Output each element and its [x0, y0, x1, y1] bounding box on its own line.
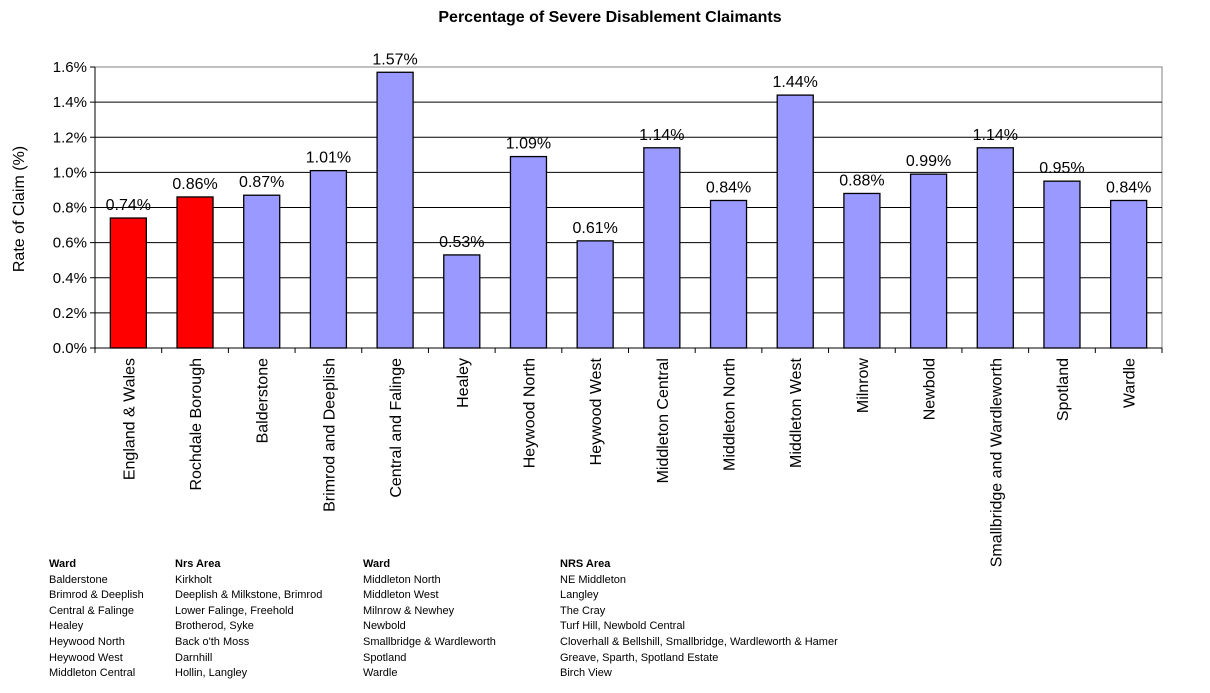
legend-area-item: Turf Hill, Newbold Central	[560, 620, 685, 633]
bar	[909, 173, 948, 349]
legend-area-item: Hollin, Langley	[175, 667, 248, 680]
x-tick-label: Middleton West	[788, 357, 805, 468]
data-label: 0.95%	[1039, 160, 1084, 177]
x-tick-label: Rochdale Borough	[188, 358, 205, 491]
y-tick-label: 0.4%	[53, 270, 87, 287]
data-label: 0.74%	[106, 197, 151, 214]
legend-ward-item: Brimrod & Deeplish	[49, 589, 144, 602]
bar	[376, 71, 414, 349]
legend-left-area-column: Nrs Area Kirkholt Deeplish & Milkstone, …	[175, 557, 322, 682]
chart-title: Percentage of Severe Disablement Claiman…	[438, 9, 781, 26]
x-tick-label: Milnrow	[855, 358, 872, 414]
y-tick-label: 0.6%	[53, 235, 87, 252]
legend-area-item: Cloverhall & Bellshill, Smallbridge, War…	[560, 635, 838, 648]
x-tick-label: Spotland	[1055, 358, 1072, 421]
legend-ward-item: Heywood West	[49, 651, 123, 664]
bar	[709, 199, 748, 349]
x-tick-label: Smallbridge and Wardleworth	[988, 358, 1005, 567]
y-tick-label: 0.2%	[53, 305, 87, 322]
legend-ward-item: Healey	[49, 620, 84, 633]
y-tick-label: 1.0%	[53, 164, 87, 181]
legend-area-item: Birch View	[560, 667, 612, 680]
data-label: 1.09%	[506, 136, 551, 153]
legend-right-area-column: NRS Area NE Middleton Langley The Cray T…	[560, 557, 838, 682]
bar	[109, 217, 147, 349]
data-label: 0.87%	[239, 174, 284, 191]
legend-ward-header: Ward	[49, 558, 77, 570]
legend-ward-item: Newbold	[363, 620, 406, 633]
data-label: 0.53%	[439, 234, 484, 251]
legend-area-item: Brotherod, Syke	[175, 620, 254, 633]
legend-ward-item: Balderstone	[49, 573, 108, 586]
data-label: 1.57%	[372, 51, 417, 68]
x-tick-label: Balderstone	[255, 358, 272, 443]
data-label: 0.84%	[1106, 179, 1151, 196]
y-tick-label: 1.4%	[53, 94, 87, 111]
bar	[443, 254, 481, 349]
legend-ward-item: Heywood North	[49, 635, 125, 648]
bar	[243, 194, 281, 349]
bar	[576, 240, 614, 349]
y-axis-label: Rate of Claim (%)	[11, 146, 28, 272]
data-label: 0.84%	[706, 179, 751, 196]
legend-ward-item: Middleton North	[363, 573, 441, 586]
legend-ward-header: Ward	[363, 558, 391, 570]
bar	[843, 192, 881, 349]
legend-area-item: Greave, Sparth, Spotland Estate	[560, 651, 719, 664]
data-label: 0.99%	[906, 153, 951, 170]
x-tick-label: England & Wales	[121, 358, 138, 480]
bar	[643, 147, 681, 349]
bar	[976, 147, 1014, 349]
bar	[309, 169, 348, 349]
legend-ward-item: Spotland	[363, 651, 407, 664]
x-tick-label: Heywood West	[588, 357, 605, 465]
x-tick-label: Wardle	[1122, 358, 1139, 408]
legend-area-item: Langley	[560, 589, 599, 602]
legend-area-item: Deeplish & Milkstone, Brimrod	[175, 589, 323, 602]
legend-area-header: NRS Area	[560, 558, 611, 570]
x-tick-label: Heywood North	[521, 358, 538, 468]
legend-area-item: NE Middleton	[560, 573, 627, 586]
data-label: 1.44%	[773, 74, 818, 91]
bar	[176, 196, 214, 349]
legend-area-item: Darnhill	[175, 651, 213, 664]
y-tick-label: 0.0%	[53, 340, 87, 357]
x-tick-label: Central and Falinge	[388, 358, 405, 498]
y-tick-label: 1.6%	[53, 59, 87, 76]
bar	[776, 94, 814, 349]
legend-area-item: Kirkholt	[175, 573, 212, 586]
legend-ward-item: Middleton Central	[49, 667, 136, 680]
x-tick-label: Middleton Central	[655, 358, 672, 483]
bar	[1043, 180, 1081, 349]
legend-ward-item: Middleton West	[363, 589, 439, 602]
x-tick-label: Brimrod and Deeplish	[321, 358, 338, 512]
legend-ward-item: Milnrow & Newhey	[363, 604, 455, 617]
data-label: 1.14%	[973, 127, 1018, 144]
data-label: 0.61%	[572, 220, 617, 237]
legend-area-item: Back o'th Moss	[175, 635, 250, 648]
x-tick-label: Healey	[455, 358, 472, 408]
legend-area-item: Lower Falinge, Freehold	[175, 604, 294, 617]
data-label: 0.88%	[839, 172, 884, 189]
y-tick-label: 0.8%	[53, 200, 87, 217]
bar	[1110, 199, 1148, 349]
legend-ward-item: Wardle	[363, 667, 398, 680]
legend-ward-item: Central & Falinge	[49, 604, 134, 617]
data-label: 1.01%	[306, 150, 351, 167]
y-tick-label: 1.2%	[53, 129, 87, 146]
data-label: 0.86%	[172, 176, 217, 193]
legend-area-item: The Cray	[560, 604, 606, 617]
legend-area-header: Nrs Area	[175, 558, 221, 570]
legend-right-ward-column: Ward Middleton North Middleton West Miln…	[363, 557, 496, 682]
legend-ward-item: Smallbridge & Wardleworth	[363, 635, 496, 648]
x-tick-label: Newbold	[922, 358, 939, 420]
x-tick-label: Middleton North	[722, 358, 739, 471]
bar	[509, 155, 548, 349]
data-label: 1.14%	[639, 127, 684, 144]
legend-left-ward-column: Ward Balderstone Brimrod & Deeplish Cent…	[49, 557, 144, 682]
